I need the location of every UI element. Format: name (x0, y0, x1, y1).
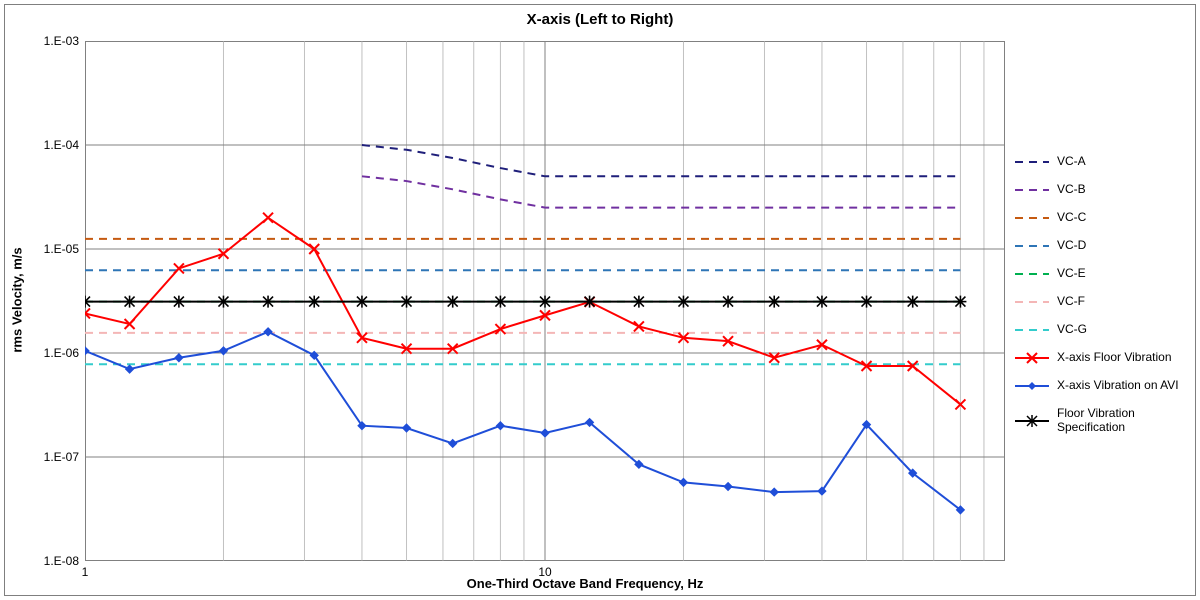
y-tick: 1.E-06 (44, 346, 85, 360)
legend-item-vc-e: VC-E (1015, 267, 1195, 281)
y-tick: 1.E-05 (44, 242, 85, 256)
x-axis-label: One-Third Octave Band Frequency, Hz (85, 576, 1085, 591)
legend-label: Floor Vibration Specification (1057, 407, 1195, 435)
legend-item-floor-vib: X-axis Floor Vibration (1015, 351, 1195, 365)
y-tick: 1.E-03 (44, 34, 85, 48)
y-axis-label: rms Velocity, m/s (10, 247, 25, 352)
legend: VC-A VC-B VC-C VC-D VC-E VC-F VC-G X-axis Floor… (1015, 155, 1195, 449)
legend-item-vc-g: VC-G (1015, 323, 1195, 337)
legend-label: VC-A (1057, 155, 1086, 169)
y-tick: 1.E-07 (44, 450, 85, 464)
legend-label: X-axis Vibration on AVI (1057, 379, 1179, 393)
legend-item-vc-b: VC-B (1015, 183, 1195, 197)
y-tick: 1.E-08 (44, 554, 85, 568)
legend-item-vc-d: VC-D (1015, 239, 1195, 253)
plot-area: 1.E-081.E-071.E-061.E-051.E-041.E-03 110 (85, 41, 1005, 561)
legend-item-vc-a: VC-A (1015, 155, 1195, 169)
legend-label: VC-G (1057, 323, 1087, 337)
legend-item-vc-f: VC-F (1015, 295, 1195, 309)
legend-label: VC-E (1057, 267, 1086, 281)
legend-item-vc-c: VC-C (1015, 211, 1195, 225)
legend-label: VC-D (1057, 239, 1086, 253)
legend-label: VC-B (1057, 183, 1086, 197)
legend-label: X-axis Floor Vibration (1057, 351, 1172, 365)
legend-label: VC-C (1057, 211, 1086, 225)
chart-title: X-axis (Left to Right) (5, 11, 1195, 28)
legend-item-avi-vib: X-axis Vibration on AVI (1015, 379, 1195, 393)
y-tick: 1.E-04 (44, 138, 85, 152)
chart-frame: X-axis (Left to Right) rms Velocity, m/s… (4, 4, 1196, 596)
legend-label: VC-F (1057, 295, 1085, 309)
legend-item-floor-spec: Floor Vibration Specification (1015, 407, 1195, 435)
plot-svg (85, 41, 1005, 561)
